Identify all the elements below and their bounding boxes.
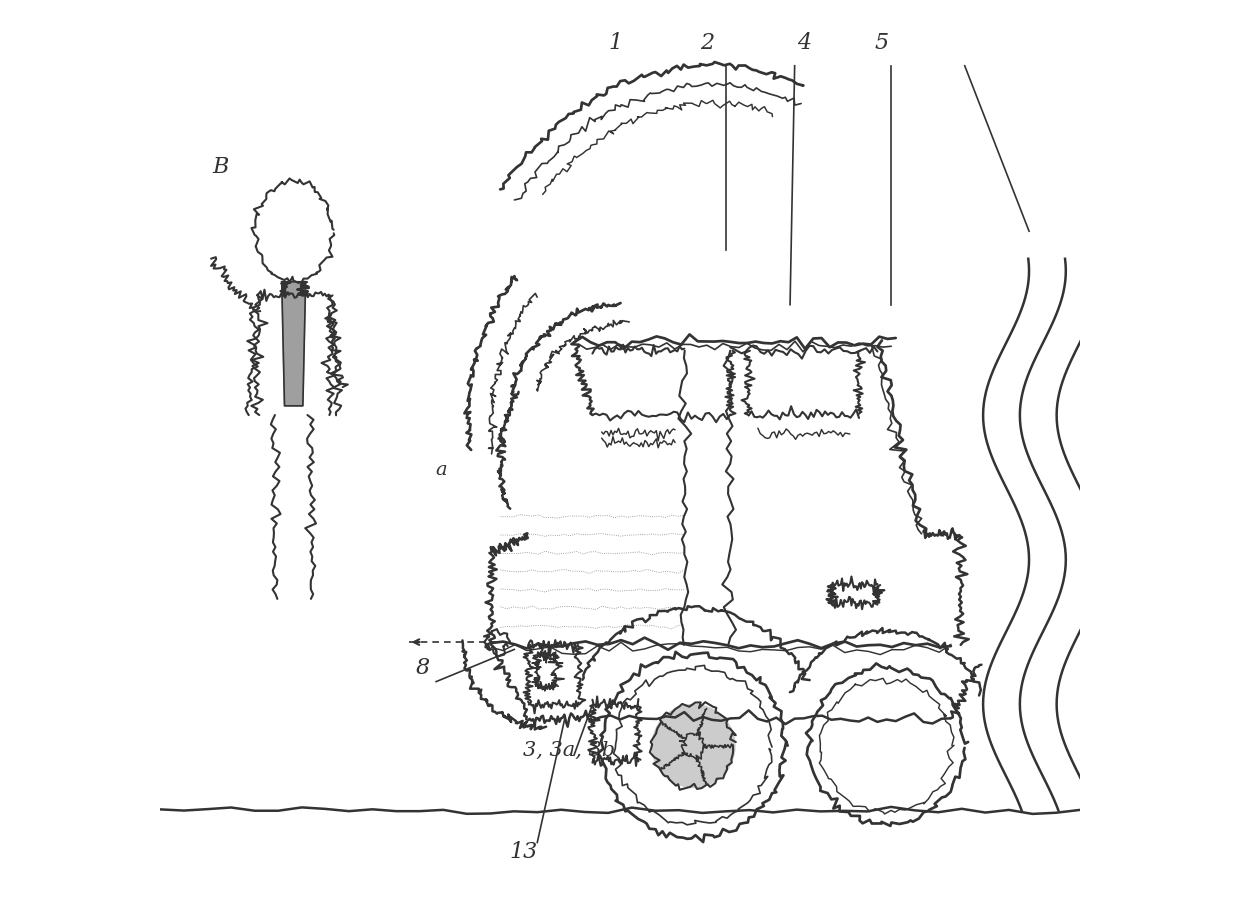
Circle shape <box>652 704 735 787</box>
Text: 3, 3a, 3b: 3, 3a, 3b <box>523 741 615 760</box>
Polygon shape <box>281 282 305 406</box>
Text: 4: 4 <box>797 31 811 53</box>
Text: a: a <box>435 461 446 479</box>
Text: 13: 13 <box>510 841 538 863</box>
Text: 1: 1 <box>609 31 622 53</box>
Text: B: B <box>212 156 228 178</box>
Text: 2: 2 <box>701 31 714 53</box>
Text: 5: 5 <box>875 31 889 53</box>
Text: 8: 8 <box>415 656 429 679</box>
